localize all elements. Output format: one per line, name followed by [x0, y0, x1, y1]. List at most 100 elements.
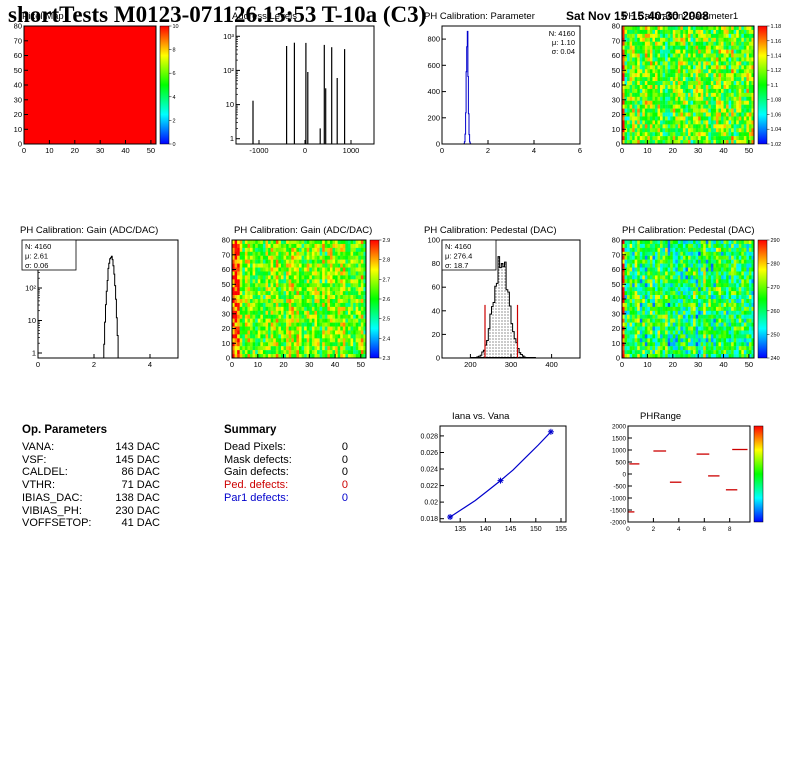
svg-text:2.6: 2.6 [383, 297, 391, 303]
svg-text:0: 0 [22, 146, 26, 155]
table-row: VTHR: 71 DAC [22, 479, 160, 492]
svg-text:10: 10 [254, 360, 262, 369]
table-row: VSF: 145 DAC [22, 453, 160, 466]
svg-text:20: 20 [14, 110, 22, 119]
svg-text:μ: 276.4: μ: 276.4 [445, 252, 472, 261]
svg-text:30: 30 [612, 95, 620, 104]
svg-text:70: 70 [222, 250, 230, 259]
chart-ph-pedestal-hist: 200 300 400 0 20 40 60 80 100 N: 4160 μ: 276.4 σ: 1… [408, 218, 590, 382]
svg-text:50: 50 [14, 66, 22, 75]
svg-text:0: 0 [436, 140, 440, 149]
svg-text:2: 2 [173, 118, 176, 124]
svg-text:10: 10 [45, 146, 53, 155]
svg-text:20: 20 [222, 324, 230, 333]
op-parameters-table: VANA: 143 DAC VSF: 145 DAC CALDEL: 86 DAC VTHR… [22, 441, 160, 530]
svg-text:300: 300 [505, 360, 518, 369]
chart-phrange: 0 2 4 6 8 -2000 -1500 -1000 -500 0 500 1000 1500 2000… [604, 410, 796, 544]
svg-text:80: 80 [612, 22, 620, 31]
svg-text:10: 10 [14, 125, 22, 134]
table-row: VIBIAS_PH: 230 DAC [22, 504, 160, 517]
table-row: Ped. defects: 0 [224, 479, 348, 492]
svg-text:10: 10 [222, 339, 230, 348]
svg-text:N: 4160: N: 4160 [445, 242, 471, 251]
svg-text:40: 40 [121, 146, 129, 155]
svg-text:20: 20 [432, 330, 440, 339]
svg-text:60: 60 [222, 265, 230, 274]
svg-text:20: 20 [612, 110, 620, 119]
svg-text:Pixel Map: Pixel Map [22, 11, 64, 22]
svg-text:PH Calibration: Gain (ADC/DAC): PH Calibration: Gain (ADC/DAC) [20, 225, 158, 236]
svg-text:60: 60 [14, 51, 22, 60]
svg-text:1: 1 [32, 349, 36, 358]
svg-text:10²: 10² [25, 284, 36, 293]
svg-text:20: 20 [71, 146, 79, 155]
svg-text:70: 70 [612, 36, 620, 45]
svg-text:80: 80 [14, 22, 22, 31]
svg-text:40: 40 [432, 306, 440, 315]
svg-text:600: 600 [427, 61, 440, 70]
page-title: shortTests M0123-071126.13:53 T-10a (C3) [8, 2, 427, 27]
summary-block: Summary Dead Pixels: 0 Mask defects: 0 Gain … [224, 424, 348, 505]
svg-text:40: 40 [612, 81, 620, 90]
svg-text:30: 30 [14, 95, 22, 104]
svg-text:0: 0 [226, 354, 230, 363]
svg-text:80: 80 [222, 236, 230, 245]
svg-text:σ: 0.06: σ: 0.06 [25, 261, 48, 270]
svg-text:1: 1 [230, 134, 234, 143]
chart-ph-gain-map: 0 10 20 30 40 50 0 10 20 30 40 50 60 70 80 2.3 2.4 2.5 2.6… [214, 218, 398, 382]
op-parameters-title: Op. Parameters [22, 424, 108, 436]
svg-text:1000: 1000 [343, 146, 360, 155]
svg-text:50: 50 [357, 360, 365, 369]
svg-text:40: 40 [14, 81, 22, 90]
svg-text:40: 40 [222, 295, 230, 304]
table-row: CALDEL: 86 DAC [22, 466, 160, 479]
svg-text:40: 40 [719, 146, 727, 155]
svg-text:1.18: 1.18 [771, 24, 782, 30]
svg-text:σ: 18.7: σ: 18.7 [445, 261, 468, 270]
svg-text:1.08: 1.08 [771, 98, 782, 104]
svg-text:1.04: 1.04 [771, 127, 782, 133]
svg-text:1.06: 1.06 [771, 113, 782, 119]
svg-text:4: 4 [173, 95, 176, 101]
svg-text:Address Levels: Address Levels [232, 11, 297, 22]
chart-ph-pedestal-map: 0 10 20 30 40 50 0 10 20 30 40 50 60 70 80 240 250 260 270… [604, 218, 796, 382]
svg-text:10²: 10² [223, 66, 234, 75]
svg-text:10³: 10³ [223, 32, 234, 41]
svg-text:PH Calibration: Parameter1: PH Calibration: Parameter1 [622, 11, 738, 22]
svg-text:6: 6 [173, 71, 176, 77]
svg-text:10: 10 [612, 125, 620, 134]
chart-ph-parameter1-map: 0 10 20 30 40 50 0 10 20 30 40 50 60 70 80 1.02 1.04 1.06… [604, 4, 796, 168]
svg-text:50: 50 [612, 66, 620, 75]
summary-title: Summary [224, 424, 277, 436]
svg-text:400: 400 [427, 87, 440, 96]
chart-pixel-map: 0 10 20 30 40 50 0 10 20 30 40 50 60 70 80 0 2 4 6 8 10 Pixel… [8, 4, 206, 168]
svg-text:PH Calibration: Gain (ADC/DAC): PH Calibration: Gain (ADC/DAC) [234, 225, 372, 236]
svg-text:50: 50 [222, 280, 230, 289]
svg-text:1.02: 1.02 [771, 142, 782, 148]
svg-text:70: 70 [14, 36, 22, 45]
svg-text:2.4: 2.4 [383, 336, 391, 342]
svg-text:0: 0 [620, 146, 624, 155]
svg-text:4: 4 [148, 360, 152, 369]
svg-text:μ: 2.61: μ: 2.61 [25, 252, 48, 261]
svg-text:100: 100 [427, 236, 440, 245]
table-row: Mask defects: 0 [224, 453, 348, 466]
svg-text:0: 0 [18, 140, 22, 149]
svg-text:0: 0 [230, 360, 234, 369]
svg-text:10: 10 [173, 24, 179, 30]
svg-text:1.12: 1.12 [771, 68, 782, 74]
svg-text:60: 60 [432, 283, 440, 292]
svg-text:N: 4160: N: 4160 [549, 29, 575, 38]
svg-text:800: 800 [427, 35, 440, 44]
svg-text:2.9: 2.9 [383, 238, 391, 244]
svg-text:0: 0 [436, 354, 440, 363]
svg-text:20: 20 [669, 146, 677, 155]
svg-text:6: 6 [578, 146, 582, 155]
svg-text:80: 80 [432, 259, 440, 268]
table-row: IBIAS_DAC: 138 DAC [22, 491, 160, 504]
op-parameters-block: Op. Parameters VANA: 143 DAC VSF: 145 DAC CA… [22, 424, 160, 530]
chart-iana-vs-vana: 135 140 145 150 155 0.018 0.02 0.022 0.024 0.026 0… [404, 410, 584, 544]
svg-text:2.8: 2.8 [383, 258, 391, 264]
svg-text:2: 2 [92, 360, 96, 369]
